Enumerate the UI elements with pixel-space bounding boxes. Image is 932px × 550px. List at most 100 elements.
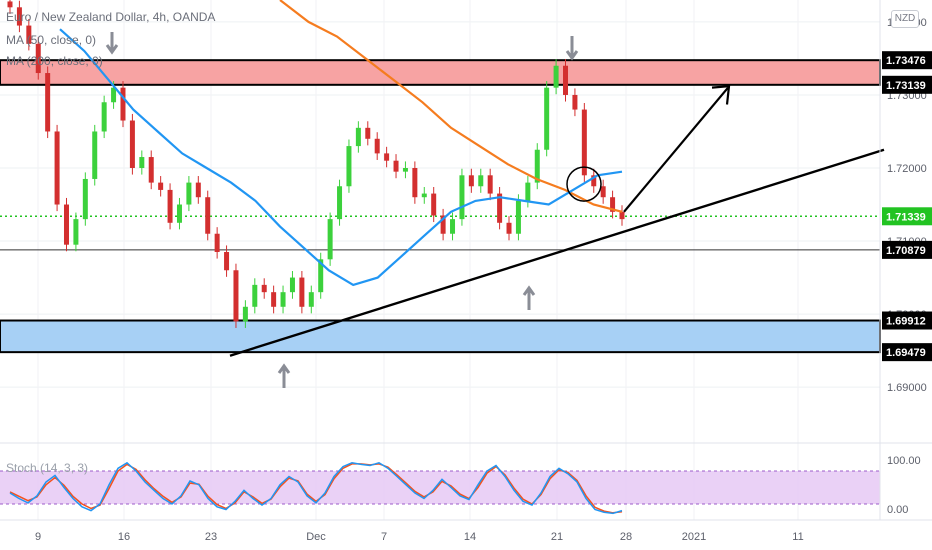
- candle-body: [431, 193, 437, 216]
- candle-body: [271, 292, 277, 307]
- candle-body: [308, 292, 314, 307]
- candle-body: [497, 193, 503, 223]
- candle-body: [7, 1, 13, 8]
- candle-body: [63, 204, 69, 245]
- candle-body: [327, 219, 333, 260]
- candle-body: [563, 65, 569, 95]
- candle-body: [129, 120, 135, 168]
- candle-body: [534, 149, 540, 183]
- y-tick-label: 1.72000: [887, 163, 927, 175]
- candle-body: [26, 25, 32, 44]
- candle-body: [176, 204, 182, 223]
- candle-body: [186, 182, 192, 205]
- candle-body: [167, 189, 173, 223]
- x-tick-label: 21: [551, 531, 563, 543]
- candle-body: [54, 131, 60, 205]
- candle-body: [158, 182, 164, 190]
- projection-arrow-head: [711, 84, 731, 105]
- symbol-title: Euro / New Zealand Dollar, 4h, OANDA: [6, 10, 216, 24]
- candle-body: [421, 193, 427, 198]
- price-label: 1.71339: [886, 211, 926, 223]
- candle-body: [35, 43, 41, 74]
- candle-body: [242, 306, 248, 322]
- candle-body: [148, 157, 154, 183]
- candle-body: [619, 211, 625, 220]
- candle-body: [440, 215, 446, 234]
- candle-body: [289, 277, 295, 293]
- candle-body: [252, 284, 258, 307]
- candle-body: [402, 168, 408, 172]
- candle-body: [224, 252, 230, 271]
- candle-body: [393, 160, 399, 172]
- candle-body: [120, 87, 126, 121]
- candle-body: [468, 175, 474, 187]
- price-label-box: [882, 343, 932, 362]
- ma200-legend: MA (200, close, 0): [6, 54, 103, 68]
- candle-body: [478, 175, 484, 187]
- candle-body: [337, 186, 343, 220]
- ma50-line: [59, 28, 623, 287]
- price-label-box: [882, 240, 932, 259]
- ma50-legend: MA (50, close, 0): [6, 33, 97, 47]
- candle-body: [553, 65, 559, 88]
- candle-body: [16, 7, 22, 26]
- candle-body: [610, 197, 616, 212]
- candle-body: [591, 175, 597, 187]
- candle-body: [544, 87, 550, 150]
- candle-body: [195, 182, 201, 198]
- x-tick-label: 9: [35, 531, 41, 543]
- x-tick-label: 7: [381, 531, 387, 543]
- grid: [0, 0, 880, 520]
- ma-cross-circle: [566, 166, 602, 202]
- support-zone: [0, 319, 881, 354]
- price-label: 1.73476: [886, 55, 926, 67]
- candle-body: [374, 138, 380, 154]
- candle-body: [261, 284, 267, 293]
- stochastic-pane: [0, 461, 880, 515]
- candle-body: [487, 175, 493, 194]
- resistance-zone: [0, 59, 881, 86]
- candle-body: [214, 233, 220, 252]
- zones: [0, 59, 881, 354]
- price-label: 1.70879: [886, 245, 926, 257]
- candle-body: [346, 146, 352, 187]
- up-marker-left-head: [277, 363, 291, 374]
- ma200-line: [279, 0, 623, 213]
- stoch-tick-label: 0.00: [887, 504, 908, 516]
- candles: [7, 0, 625, 328]
- candle-body: [318, 259, 324, 293]
- candle-body: [412, 168, 418, 198]
- price-label: 1.69479: [886, 347, 926, 359]
- projection-arrow-line: [623, 86, 729, 213]
- candle-body: [205, 197, 211, 234]
- x-tick-label: 14: [464, 531, 476, 543]
- candle-body: [581, 109, 587, 176]
- candle-body: [82, 178, 88, 220]
- annotations: [105, 32, 885, 388]
- stoch-k-line: [9, 461, 623, 515]
- stoch-d-line: [9, 463, 623, 514]
- price-label: 1.73139: [886, 80, 926, 92]
- candle-body: [45, 73, 51, 132]
- x-tick-label: 28: [620, 531, 632, 543]
- candle-body: [280, 292, 286, 307]
- candle-body: [139, 157, 145, 168]
- price-label: 1.69912: [886, 316, 926, 328]
- down-marker-left-head: [105, 44, 119, 55]
- currency-badge[interactable]: NZD: [891, 10, 919, 28]
- candle-body: [111, 87, 117, 103]
- x-tick-label: Dec: [306, 531, 326, 543]
- x-tick-label: 23: [205, 531, 217, 543]
- price-label-box: [882, 207, 932, 226]
- down-marker-right-head: [565, 50, 579, 61]
- moving-averages: [59, 0, 623, 287]
- price-label-box: [882, 311, 932, 330]
- x-tick-label: 2021: [682, 531, 706, 543]
- trendline: [229, 148, 885, 357]
- candle-body: [384, 153, 390, 161]
- candle-body: [459, 175, 465, 220]
- x-tick-label: 16: [118, 531, 130, 543]
- candle-body: [299, 277, 305, 307]
- price-label-box: [882, 75, 932, 94]
